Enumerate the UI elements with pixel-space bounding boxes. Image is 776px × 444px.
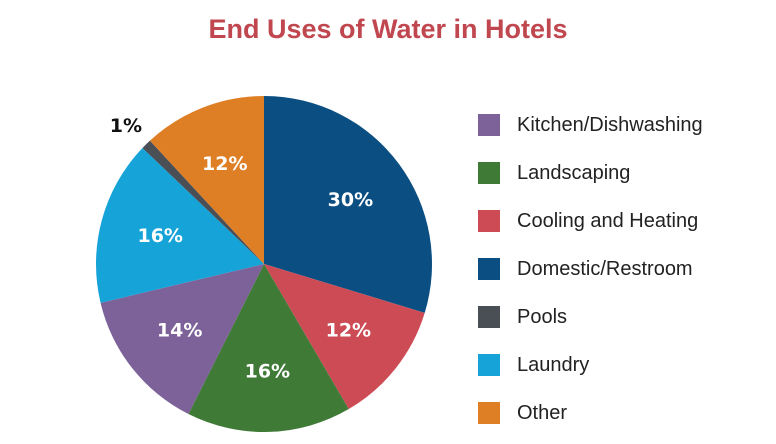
- legend-item-laundry: Laundry: [478, 350, 589, 380]
- slice-label-domestic-restroom: 30%: [328, 189, 373, 211]
- legend-item-domestic-restroom: Domestic/Restroom: [478, 254, 693, 284]
- legend-label: Laundry: [517, 353, 590, 376]
- legend-swatch: [478, 354, 500, 376]
- legend-label: Cooling and Heating: [517, 209, 699, 232]
- slice-label-cooling-and-heating: 12%: [326, 320, 371, 342]
- legend-swatch: [478, 162, 500, 184]
- slice-label-landscaping: 16%: [245, 360, 290, 382]
- pie-slice-landscaping: [188, 264, 349, 432]
- legend-item-landscaping: Landscaping: [478, 158, 630, 188]
- legend-label: Other: [517, 401, 568, 424]
- legend-swatch: [478, 402, 500, 424]
- legend-swatch: [478, 258, 500, 280]
- pie-slice-other: [149, 96, 264, 264]
- pie-slice-pools: [142, 140, 264, 264]
- pie-slice-cooling-and-heating: [264, 264, 425, 410]
- legend-label: Pools: [517, 305, 568, 328]
- chart-title: End Uses of Water in Hotels: [208, 14, 568, 44]
- pie-slice-domestic-restroom: [264, 96, 432, 313]
- slice-label-kitchen-dishwashing: 14%: [157, 320, 202, 342]
- pie-slice-laundry: [95, 148, 264, 303]
- legend-item-pools: Pools: [478, 302, 567, 332]
- legend-swatch: [478, 306, 500, 328]
- legend-swatch: [478, 114, 500, 136]
- slice-label-laundry: 16%: [137, 225, 182, 247]
- legend-item-kitchen-dishwashing: Kitchen/Dishwashing: [478, 110, 703, 140]
- legend-label: Kitchen/Dishwashing: [517, 113, 703, 136]
- legend-item-other: Other: [478, 398, 567, 428]
- legend-swatch: [478, 210, 500, 232]
- legend-item-cooling-and-heating: Cooling and Heating: [478, 206, 698, 236]
- slice-label-other: 12%: [202, 153, 247, 175]
- pie-slice-kitchen-dishwashing: [100, 264, 264, 415]
- legend-label: Landscaping: [517, 161, 631, 184]
- slice-label-pools: 1%: [110, 115, 142, 137]
- legend-label: Domestic/Restroom: [517, 257, 693, 280]
